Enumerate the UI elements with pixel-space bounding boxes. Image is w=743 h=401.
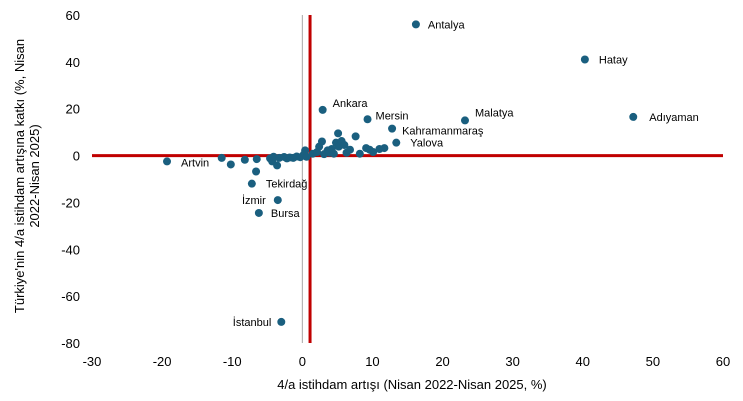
data-point [329, 149, 338, 158]
data-point [302, 152, 311, 161]
point-label: Bursa [271, 208, 301, 220]
data-point [380, 144, 389, 153]
y-axis-title-line2: 2022-Nisan 2025) [27, 124, 42, 227]
point-label: Kahramanmaraş [402, 126, 484, 138]
y-tick-label: -20 [61, 195, 80, 210]
point-label: İzmir [242, 194, 266, 207]
data-point-mersin [363, 115, 372, 124]
point-label: Yalova [410, 138, 444, 150]
data-point-tekirdağ [247, 179, 256, 188]
data-points [163, 20, 638, 326]
point-label: Tekirdağ [266, 179, 308, 191]
data-point [301, 146, 310, 155]
data-point-i̇stanbul [277, 317, 286, 326]
x-tick-label: -10 [223, 354, 242, 369]
data-point [252, 155, 261, 164]
y-axis-title-line1: Türkiye'nin 4/a istihdam artışına katkı … [12, 39, 27, 313]
data-point-malatya [460, 116, 469, 125]
data-point [340, 141, 349, 150]
data-point-i̇zmir [273, 196, 282, 205]
point-labels: Antalya Hatay Adıyaman Malatya Mersin Ankara K… [181, 19, 699, 329]
x-tick-label: 60 [716, 354, 730, 369]
y-tick-label: 20 [66, 102, 80, 117]
data-point [273, 161, 282, 170]
data-point [355, 149, 364, 158]
point-label: Mersin [376, 110, 409, 122]
x-tick-label: 10 [365, 354, 379, 369]
x-tick-label: -20 [153, 354, 172, 369]
point-label: Ankara [333, 98, 369, 110]
point-label: Antalya [428, 19, 466, 31]
x-tick-label: -30 [83, 354, 102, 369]
data-point [217, 153, 226, 162]
x-tick-label: 40 [576, 354, 590, 369]
y-tick-label: -60 [61, 289, 80, 304]
data-point [346, 145, 355, 154]
point-label: Artvin [181, 157, 209, 169]
data-point-antalya [411, 20, 420, 29]
y-tick-label: 0 [73, 149, 80, 164]
y-tick-label: -40 [61, 242, 80, 257]
y-tick-label: 60 [66, 8, 80, 23]
data-point [351, 132, 360, 141]
data-point [369, 148, 378, 157]
data-point [252, 167, 261, 176]
x-tick-label: 30 [505, 354, 519, 369]
x-tick-label: 50 [646, 354, 660, 369]
data-point [334, 129, 343, 138]
point-label: Hatay [599, 55, 628, 67]
x-tick-label: 0 [299, 354, 306, 369]
point-label: İstanbul [233, 316, 272, 329]
axis-ticks: -30 -20 -10 0 10 20 30 40 50 60 -80 -60 -40 -20 0 20 40 6… [61, 8, 730, 369]
data-point-kahramanmaraş [388, 124, 397, 133]
data-point-artvin [163, 157, 172, 166]
y-tick-label: -80 [61, 336, 80, 351]
data-point-ankara [318, 105, 327, 114]
reference-lines [92, 15, 723, 343]
data-point [240, 155, 249, 164]
data-point-bursa [254, 208, 263, 217]
point-label: Adıyaman [649, 112, 699, 124]
data-point-yalova [392, 138, 401, 147]
data-point [317, 137, 326, 146]
data-point [226, 160, 235, 169]
y-tick-label: 40 [66, 55, 80, 70]
x-tick-label: 20 [435, 354, 449, 369]
x-axis-title: 4/a istihdam artışı (Nisan 2022-Nisan 20… [277, 377, 547, 392]
point-label: Malatya [475, 107, 514, 119]
data-point-hatay [580, 55, 589, 64]
data-point-adıyaman [629, 112, 638, 121]
